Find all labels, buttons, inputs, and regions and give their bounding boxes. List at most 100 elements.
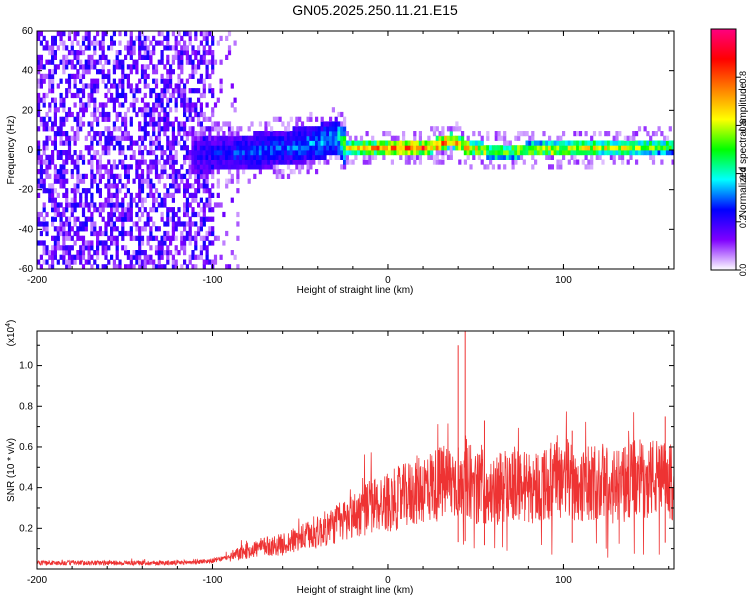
spectrogram-cell (51, 69, 55, 75)
spectrogram-cell (118, 259, 122, 265)
spectrogram-cell (185, 188, 189, 194)
spectrogram-cell (135, 235, 139, 241)
spectrogram-cell (385, 131, 389, 137)
spectrogram-cell (93, 259, 97, 265)
spectrogram-cell (154, 64, 159, 70)
spectrogram-cell (180, 235, 184, 241)
spectrogram-cell (146, 164, 150, 170)
spectrogram-cell (73, 230, 77, 237)
spectrogram-cell (140, 140, 145, 146)
spectrogram-cell (205, 235, 209, 241)
spectrogram-cell (121, 150, 125, 156)
spectrogram-cell (225, 154, 229, 160)
spectrogram-cell (427, 150, 431, 156)
spectrogram-cell (185, 78, 189, 84)
spectrogram-cell (45, 159, 49, 165)
spectrogram-cell (312, 140, 316, 146)
spectrogram-cell (306, 169, 310, 175)
spectrogram-cell (84, 173, 88, 179)
spectrogram-cell (104, 169, 108, 175)
spectrogram-cell (227, 50, 232, 56)
spectrogram-cell (62, 54, 66, 60)
spectrogram-cell (62, 245, 66, 251)
spectrogram-cell (584, 145, 588, 151)
spectrogram-cell (53, 240, 57, 246)
spectrogram-cell (169, 97, 173, 103)
spectrogram-cell (601, 140, 605, 146)
spectrogram-cell (191, 150, 195, 156)
spectrogram-cell (618, 154, 622, 160)
spectrogram-cell (81, 73, 86, 79)
spectrogram-cell (104, 59, 108, 65)
spectrogram-cell (205, 40, 209, 46)
spectrogram-cell (438, 159, 442, 165)
spectrogram-cell (430, 140, 434, 146)
spectrogram-cell (152, 164, 156, 170)
spectrogram-cell (503, 154, 507, 160)
spectrogram-cell (208, 131, 212, 137)
spectrogram-cell (149, 145, 153, 151)
spectrogram-cell (84, 221, 88, 227)
spectrogram-cell (101, 45, 105, 51)
spectrogram-cell (343, 164, 347, 170)
spectrogram-cell (177, 83, 181, 89)
spectrogram-cell (354, 145, 358, 151)
spectrogram-cell (93, 83, 97, 89)
snr-x-ticks: -200 -100 0 100 (27, 331, 670, 586)
spectrogram-cell (129, 83, 133, 89)
snr-y-multiplier-exponent: 4 (5, 323, 12, 327)
spectrogram-cell (101, 102, 105, 108)
spectrogram-cell (129, 145, 133, 151)
spectrogram-cell (129, 211, 133, 218)
spectrogram-cell (79, 245, 83, 251)
spectrogram-cell (320, 121, 324, 127)
spectrogram-cell (539, 150, 543, 156)
spectrogram-cell (388, 140, 392, 146)
spectrogram-cell (418, 159, 422, 165)
spectrogram-cell (539, 145, 543, 151)
spectrogram-cell (548, 145, 552, 151)
spectrogram-cell (292, 135, 296, 141)
spectrogram-cell (152, 88, 156, 94)
spectrogram-cell (37, 240, 41, 246)
spectrogram-cell (379, 145, 383, 151)
spectrogram-cell (250, 164, 254, 170)
spectrogram-cell (65, 116, 69, 122)
spectrogram-cell (98, 131, 102, 137)
spectrogram-cell (258, 121, 262, 127)
spectrogram-cell (48, 264, 52, 269)
spectrogram-cell (281, 140, 285, 146)
spectrogram-cell (545, 154, 549, 160)
spectrogram-cell (70, 64, 74, 70)
spectrogram-cell (171, 69, 175, 75)
spectrogram-cell (73, 135, 77, 141)
spectrogram-cell (458, 135, 462, 141)
spectrogram-cell (96, 31, 100, 37)
spectrogram-cell (104, 83, 108, 89)
y-tick-label: -40 (19, 224, 34, 235)
spectrogram-cell (236, 154, 240, 160)
spectrogram-cell (56, 31, 60, 37)
spectrogram-cell (59, 92, 63, 99)
spectrogram-cell (236, 211, 240, 218)
spectrogram-cell (660, 145, 664, 151)
spectrogram-cell (59, 126, 63, 132)
spectrogram-cell (191, 197, 195, 203)
spectrogram-cell (135, 164, 139, 170)
spectrogram-cell (45, 135, 49, 141)
spectrogram-cell (334, 150, 338, 156)
spectrogram-cell (550, 150, 554, 156)
spectrogram-cell (359, 140, 364, 146)
spectrogram-cell (62, 173, 66, 179)
spectrogram-cell (37, 183, 41, 189)
spectrogram-cell (556, 150, 560, 156)
spectrogram-cell (39, 40, 43, 46)
spectrogram-cell (247, 145, 251, 151)
spectrogram-cell (188, 235, 192, 241)
spectrogram-cell (665, 145, 670, 151)
spectrogram-cell (449, 154, 453, 160)
spectrogram-cell (129, 216, 133, 222)
spectrogram-cell (90, 211, 94, 218)
spectrogram-cell (194, 211, 198, 218)
